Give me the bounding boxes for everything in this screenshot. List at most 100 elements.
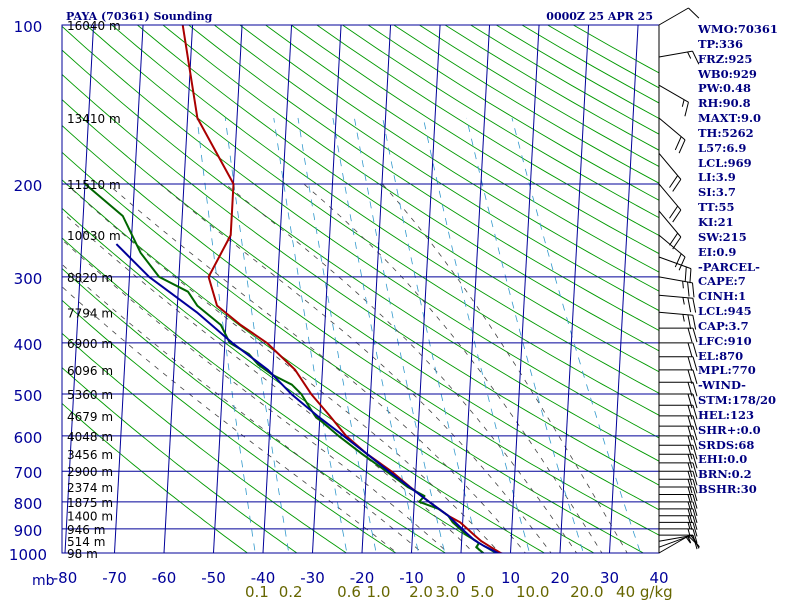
wind-barb (658, 7, 700, 26)
index-entry: LI:3.9 (698, 170, 736, 185)
dry-adiabat-line (62, 151, 645, 553)
dry-adiabat-line (214, 25, 659, 312)
mixing-ratio-label: 5.0 (470, 583, 494, 600)
height-label: 514 m (67, 535, 105, 549)
dry-adiabat-line (62, 367, 298, 553)
index-entry: STM:178/20 (698, 393, 777, 408)
temperature-tick-label: 40 (649, 569, 668, 587)
height-label: 2374 m (67, 481, 113, 495)
index-entry: -WIND- (698, 378, 746, 393)
indices-panel: WMO:70361 TP:336 FRZ:925 WB0:929 PW:0.48 RH:9… (698, 22, 798, 497)
isotherm-line (312, 25, 342, 553)
mixing-ratio-label: 0.6 (337, 583, 361, 600)
moist-adiabat-line (224, 183, 578, 553)
height-label: 946 m (67, 523, 105, 537)
temperature-tick-label: -30 (300, 569, 325, 587)
mixing-ratio-line (332, 117, 419, 553)
dry-adiabat-line (162, 25, 659, 352)
moist-adiabat-line (65, 183, 501, 553)
moist-adiabat-line (303, 183, 603, 553)
temperature-tick-label: 0 (456, 569, 466, 587)
wind-barb (659, 534, 698, 550)
temperature-profile-line (181, 25, 505, 553)
index-entry: LFC:910 (698, 333, 752, 348)
dry-adiabat-line (290, 25, 659, 255)
mixing-ratio-label: 0.2 (279, 583, 303, 600)
dry-adiabat-line (188, 25, 659, 331)
wind-barb (658, 117, 686, 154)
dry-adiabat-line (111, 25, 659, 394)
pressure-tick-label: 500 (14, 387, 43, 405)
height-label: 5360 m (67, 388, 113, 402)
mixing-ratio-label: 20.0 (570, 583, 603, 600)
mixing-ratio-label: 10.0 (516, 583, 549, 600)
dry-adiabat-line (62, 49, 659, 462)
mixing-ratio-label: 2.0 (409, 583, 433, 600)
index-entry: FRZ:925 (698, 51, 753, 66)
dry-adiabat-line (62, 332, 348, 553)
isotherm-line (114, 25, 144, 553)
dry-adiabat-line (62, 267, 447, 553)
index-entry: KI:21 (698, 214, 734, 229)
index-entry: -PARCEL- (698, 259, 760, 274)
dry-adiabat-line (62, 237, 496, 553)
isotherm-line (460, 25, 491, 553)
wind-barb (659, 369, 698, 385)
height-label: 6096 m (67, 364, 113, 378)
wind-barb (659, 435, 698, 451)
index-entry: TP:336 (698, 36, 744, 51)
dry-adiabat-line (62, 25, 659, 439)
wind-barb (659, 425, 698, 441)
height-label: 98 m (67, 547, 98, 561)
wind-barbs (658, 7, 700, 554)
height-label: 1875 m (67, 496, 113, 510)
index-entry: SI:3.7 (698, 185, 736, 200)
height-label: 7794 m (67, 306, 113, 320)
mixing-ratio-line (224, 117, 290, 553)
height-label: 16040 m (67, 19, 121, 33)
dry-adiabat-line (239, 25, 659, 292)
temperature-tick-label: -60 (152, 569, 177, 587)
temperature-tick-label: -20 (350, 569, 375, 587)
isotherm-line (559, 25, 590, 553)
temperature-tick-label: 30 (600, 569, 619, 587)
pressure-tick-label: 300 (14, 270, 43, 288)
index-entry: WB0:929 (698, 66, 757, 81)
pressure-tick-label: 700 (14, 464, 43, 482)
mixing-ratio-line (273, 117, 348, 553)
wind-barb (659, 528, 698, 543)
height-label: 4679 m (67, 410, 113, 424)
isotherm-line (411, 25, 441, 553)
index-entry: PW:0.48 (698, 81, 752, 96)
moist-adiabat-line (381, 183, 628, 553)
index-entry: LCL:969 (698, 155, 752, 170)
temperature-tick-label: -40 (251, 569, 276, 587)
wind-barb (659, 327, 698, 343)
height-label: 8820 m (67, 271, 113, 285)
sounding-lines (84, 25, 505, 553)
index-entry: LCL:945 (698, 304, 752, 319)
index-entry: RH:90.8 (698, 96, 751, 111)
dry-adiabat-line (265, 25, 659, 273)
mixing-ratio-line (354, 117, 446, 553)
index-entry: SW:215 (698, 229, 747, 244)
wind-barb (658, 183, 682, 223)
dry-adiabat-line (85, 25, 659, 416)
dry-adiabat-line (62, 99, 659, 511)
temperature-tick-label: -70 (102, 569, 127, 587)
index-entry: L57:6.9 (698, 140, 747, 155)
index-entry: CAP:3.7 (698, 318, 749, 333)
wind-barb (659, 470, 698, 486)
wind-barb (658, 294, 697, 313)
mixing-ratio-line (196, 117, 256, 553)
index-entry: BRN:0.2 (698, 467, 752, 482)
index-entry: BSHR:30 (698, 482, 757, 497)
mixing-ratio-line (422, 117, 531, 553)
index-entry: EI:0.9 (698, 244, 737, 259)
wind-barb (659, 356, 698, 371)
wind-barb (659, 478, 698, 494)
wind-barb (659, 521, 698, 537)
wind-barb (659, 508, 698, 524)
height-label: 2900 m (67, 465, 113, 479)
